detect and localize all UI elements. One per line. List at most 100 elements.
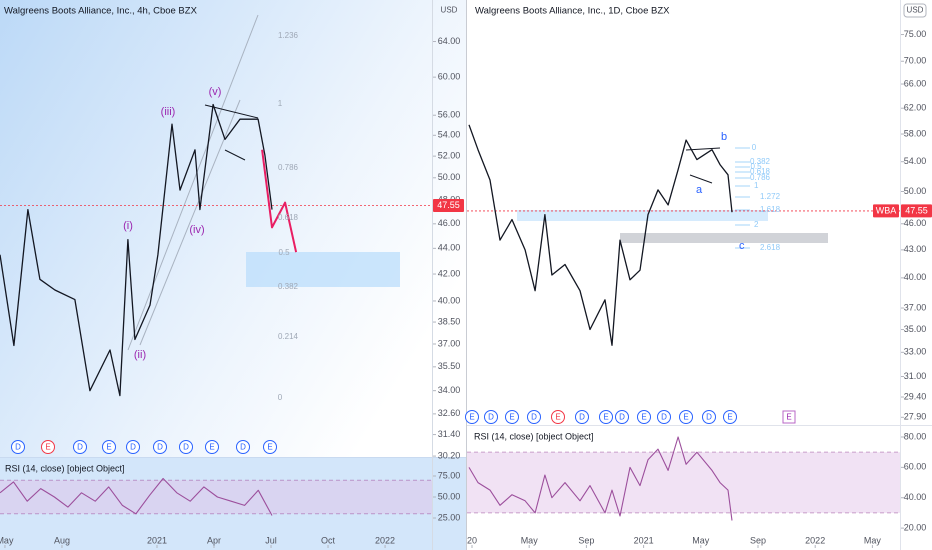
annotation: 1.272 [760, 192, 781, 201]
x-tick-label: Jul [265, 535, 277, 545]
x-tick-label: Apr [207, 535, 221, 545]
event-icon [505, 410, 519, 424]
last-price-label: 47.55 [437, 200, 460, 210]
event-icon [575, 410, 589, 424]
x-tick-label: 2021 [147, 535, 167, 545]
y-tick-label: 25.00 [438, 512, 461, 522]
y-tick-label: 54.00 [438, 130, 461, 140]
y-tick-label: 46.00 [904, 218, 927, 228]
symbol-label: WBA [876, 205, 897, 215]
y-tick-label: 40.00 [904, 492, 927, 502]
annotation: (v) [209, 86, 222, 98]
y-tick-label: 31.40 [438, 429, 461, 439]
y-tick-label: 34.00 [438, 385, 461, 395]
event-icon [637, 410, 651, 424]
pane-title: Walgreens Boots Alliance, Inc., 4h, Cboe… [4, 6, 198, 17]
x-tick-label: 20 [467, 535, 477, 545]
rsi-band [0, 480, 432, 514]
annotation: 0.214 [278, 332, 299, 341]
support-zone [620, 233, 828, 243]
event-icon [73, 440, 87, 454]
left-rsi-bg [0, 457, 466, 550]
event-icon [11, 440, 25, 454]
last-price-box [433, 199, 464, 213]
y-tick-label: 64.00 [438, 36, 461, 46]
trend-line [689, 174, 713, 184]
annotation: 0.618 [278, 213, 299, 222]
symbol-box [873, 204, 899, 218]
y-tick-label: 37.00 [438, 338, 461, 348]
x-tick-label: May [0, 535, 14, 545]
x-tick-label: May [521, 535, 539, 545]
y-tick-label: 80.00 [904, 431, 927, 441]
series-line [468, 124, 733, 346]
event-label: E [603, 413, 608, 422]
y-tick-label: 75.00 [438, 470, 461, 480]
event-label: E [786, 413, 791, 422]
annotation: (ii) [134, 349, 146, 361]
event-icon [723, 410, 737, 424]
event-label: D [130, 443, 136, 452]
annotation: 0.786 [750, 173, 771, 182]
support-zone [517, 210, 768, 221]
y-tick-label: 31.00 [904, 371, 927, 381]
currency-label: USD [907, 6, 924, 15]
x-tick-label: May [864, 535, 882, 545]
y-tick-label: 35.00 [904, 324, 927, 334]
event-icon [236, 440, 250, 454]
event-label: E [209, 443, 214, 452]
event-icon [702, 410, 716, 424]
annotation: 0 [278, 393, 283, 402]
left-pane-bg [0, 0, 466, 457]
rsi-band [467, 452, 900, 513]
event-label: D [661, 413, 667, 422]
event-label: D [706, 413, 712, 422]
y-tick-label: 33.00 [904, 347, 927, 357]
event-label: E [45, 443, 50, 452]
event-icon [126, 440, 140, 454]
event-icon [179, 440, 193, 454]
event-label: E [641, 413, 646, 422]
series-line [261, 149, 298, 253]
event-icon [551, 410, 565, 424]
annotation: a [696, 184, 703, 196]
x-tick-label: Sep [750, 535, 766, 545]
y-tick-label: 42.00 [438, 268, 461, 278]
y-tick-label: 75.00 [904, 29, 927, 39]
annotation: 0.382 [750, 157, 771, 166]
annotation: 1.236 [278, 31, 299, 40]
y-tick-label: 30.20 [438, 450, 461, 460]
event-label: D [183, 443, 189, 452]
series-line [0, 103, 273, 397]
annotation: 0.382 [278, 282, 299, 291]
event-label: E [267, 443, 272, 452]
trend-line [224, 149, 246, 161]
annotation: 1 [278, 99, 283, 108]
event-icon [782, 410, 796, 424]
annotation: 0 [752, 143, 757, 152]
event-icon [465, 410, 479, 424]
event-label: D [157, 443, 163, 452]
annotation: (i) [123, 220, 133, 232]
annotation: 0.5 [750, 162, 762, 171]
event-label: D [77, 443, 83, 452]
event-icon [527, 410, 541, 424]
event-icon [615, 410, 629, 424]
y-tick-label: 29.40 [904, 391, 927, 401]
series-line [468, 436, 733, 521]
channel-line [139, 99, 241, 346]
y-tick-label: 38.50 [438, 316, 461, 326]
event-icon [657, 410, 671, 424]
x-tick-label: Sep [578, 535, 594, 545]
x-tick-label: May [692, 535, 710, 545]
y-tick-label: 43.00 [904, 244, 927, 254]
y-tick-label: 35.50 [438, 361, 461, 371]
y-tick-label: 58.00 [904, 128, 927, 138]
y-tick-label: 40.00 [438, 295, 461, 305]
channel-line [127, 14, 259, 351]
event-label: D [15, 443, 21, 452]
y-tick-label: 70.00 [904, 56, 927, 66]
y-tick-label: 62.00 [904, 103, 927, 113]
